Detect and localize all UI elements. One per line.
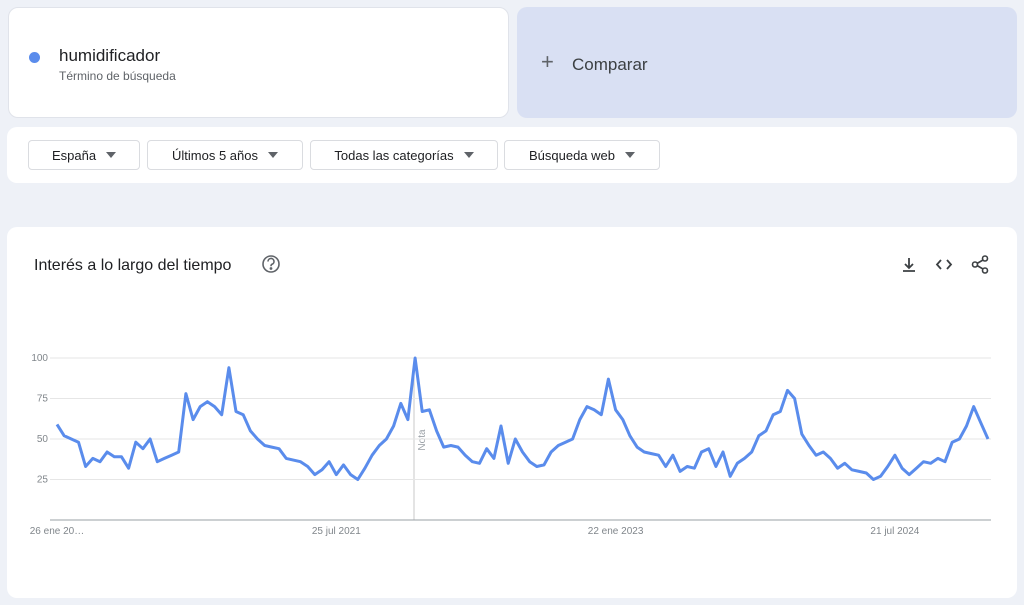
trend-line — [55, 356, 990, 481]
term-card[interactable]: humidificador Término de búsqueda — [8, 7, 509, 118]
note-label: Nota — [417, 429, 428, 451]
filter-label: Últimos 5 años — [172, 147, 258, 163]
x-tick-label: 21 jul 2024 — [870, 526, 919, 537]
term-name: humidificador — [59, 46, 161, 65]
embed-icon[interactable] — [935, 259, 953, 270]
filter-button[interactable]: Últimos 5 años — [147, 140, 303, 170]
filter-button[interactable]: Búsqueda web — [504, 140, 660, 170]
filter-label: Todas las categorías — [334, 147, 454, 163]
compare-card[interactable]: + Comparar — [517, 7, 1017, 118]
plus-icon: + — [541, 49, 554, 74]
filter-label: Búsqueda web — [528, 147, 615, 163]
chart-card — [7, 227, 1017, 598]
term-dot — [29, 52, 40, 63]
compare-label: Comparar — [572, 55, 648, 74]
share-icon[interactable] — [971, 255, 989, 274]
filter-bar: España Últimos 5 años Todas las categorí… — [7, 127, 1017, 183]
filter-button[interactable]: España — [28, 140, 140, 170]
filter-button[interactable]: Todas las categorías — [310, 140, 498, 170]
x-tick-label: 26 ene 20… — [30, 526, 85, 537]
x-tick-label: 22 ene 2023 — [588, 526, 644, 537]
help-icon[interactable] — [262, 255, 280, 273]
y-tick-label: 100 — [31, 353, 48, 364]
y-tick-label: 25 — [37, 475, 49, 486]
y-tick-label: 75 — [37, 394, 49, 405]
x-tick-label: 25 jul 2021 — [312, 526, 361, 537]
y-tick-label: 50 — [37, 434, 49, 445]
filter-label: España — [51, 147, 97, 163]
term-subtitle: Término de búsqueda — [59, 69, 176, 83]
chart-title: Interés a lo largo del tiempo — [34, 257, 232, 274]
download-icon[interactable] — [903, 258, 915, 272]
